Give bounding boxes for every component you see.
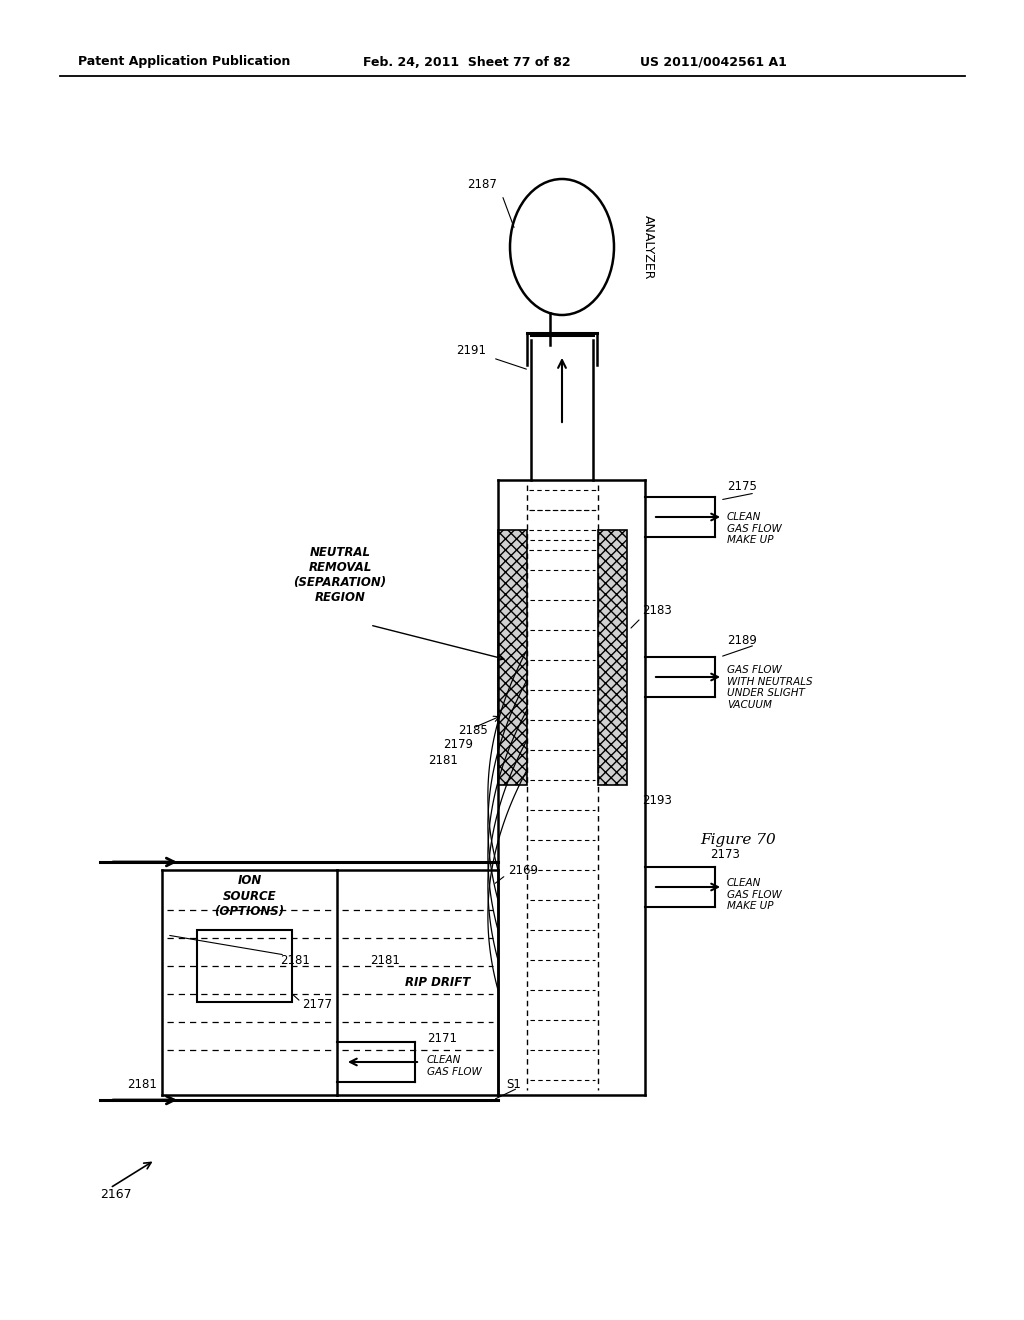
Text: S1: S1 — [506, 1078, 521, 1092]
Text: 2191: 2191 — [456, 343, 486, 356]
Text: NEUTRAL
REMOVAL
(SEPARATION)
REGION: NEUTRAL REMOVAL (SEPARATION) REGION — [294, 546, 387, 605]
Text: 2181: 2181 — [370, 953, 400, 966]
Text: ANALYZER: ANALYZER — [642, 215, 655, 280]
Text: 2173: 2173 — [710, 849, 740, 862]
Text: 2177: 2177 — [302, 998, 332, 1011]
Text: Patent Application Publication: Patent Application Publication — [78, 55, 291, 69]
Text: CLEAN
GAS FLOW
MAKE UP: CLEAN GAS FLOW MAKE UP — [727, 878, 781, 911]
Text: US 2011/0042561 A1: US 2011/0042561 A1 — [640, 55, 786, 69]
Text: 2181: 2181 — [428, 754, 458, 767]
Text: Feb. 24, 2011  Sheet 77 of 82: Feb. 24, 2011 Sheet 77 of 82 — [362, 55, 570, 69]
Bar — [197, 931, 292, 1002]
Text: ION
SOURCE
(OPTIONS): ION SOURCE (OPTIONS) — [214, 874, 285, 917]
Text: 2167: 2167 — [100, 1188, 132, 1201]
Text: 2169: 2169 — [508, 863, 538, 876]
Text: GAS FLOW
WITH NEUTRALS
UNDER SLIGHT
VACUUM: GAS FLOW WITH NEUTRALS UNDER SLIGHT VACU… — [727, 665, 813, 710]
Text: Figure 70: Figure 70 — [700, 833, 776, 847]
Bar — [598, 531, 627, 785]
Text: CLEAN
GAS FLOW: CLEAN GAS FLOW — [427, 1055, 481, 1077]
Text: 2187: 2187 — [467, 178, 497, 191]
Text: 2181: 2181 — [127, 1078, 157, 1092]
Text: 2189: 2189 — [727, 634, 757, 647]
Text: 2181: 2181 — [280, 953, 310, 966]
Text: 2183: 2183 — [642, 603, 672, 616]
Text: 2185: 2185 — [458, 723, 487, 737]
Text: 2179: 2179 — [443, 738, 473, 751]
Text: 2175: 2175 — [727, 480, 757, 494]
Text: 2193: 2193 — [642, 793, 672, 807]
Bar — [498, 531, 527, 785]
Text: 2171: 2171 — [427, 1031, 457, 1044]
Text: CLEAN
GAS FLOW
MAKE UP: CLEAN GAS FLOW MAKE UP — [727, 512, 781, 545]
Text: RIP DRIFT: RIP DRIFT — [404, 975, 470, 989]
